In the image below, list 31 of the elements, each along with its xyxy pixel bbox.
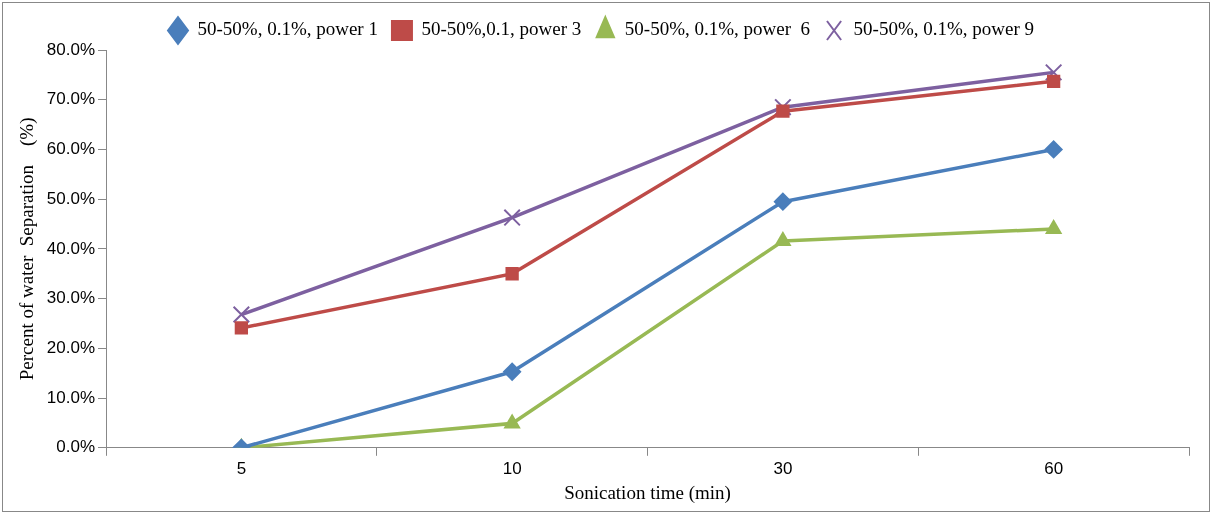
y-axis-title: Percent of water Separation (%) bbox=[16, 117, 39, 381]
point bbox=[234, 321, 249, 335]
point bbox=[503, 208, 521, 227]
y-tick-label: 70.0% bbox=[46, 89, 95, 109]
y-tick-label: 10.0% bbox=[46, 387, 95, 407]
point bbox=[1044, 63, 1063, 82]
point bbox=[504, 414, 521, 429]
point bbox=[776, 104, 790, 118]
x-tick-label: 5 bbox=[236, 458, 247, 478]
point bbox=[1045, 220, 1062, 235]
point bbox=[503, 362, 522, 381]
point bbox=[773, 192, 792, 211]
y-tick-label: 0.0% bbox=[56, 437, 95, 457]
point bbox=[505, 267, 519, 281]
point bbox=[1044, 140, 1063, 159]
legend-label: 50-50%, 0.1%, power 6 bbox=[624, 18, 811, 40]
y-tick-label: 40.0% bbox=[46, 238, 95, 258]
y-tick-label: 20.0% bbox=[46, 338, 95, 358]
legend-label: 50-50%, 0.1%, power 1 bbox=[197, 18, 378, 40]
x-tick-label: 30 bbox=[773, 458, 793, 478]
y-tick-label: 80.0% bbox=[46, 39, 95, 59]
legend-label: 50-50%, 0.1%, power 9 bbox=[853, 18, 1035, 40]
point bbox=[1046, 74, 1061, 88]
x-axis-title: Sonication time (min) bbox=[564, 481, 731, 504]
y-tick-label: 60.0% bbox=[46, 139, 95, 159]
point bbox=[232, 305, 251, 324]
x-tick-label: 10 bbox=[502, 458, 522, 478]
legend-label: 50-50%,0.1, power 3 bbox=[421, 18, 582, 40]
y-tick-label: 30.0% bbox=[46, 288, 95, 308]
x-tick-label: 60 bbox=[1044, 458, 1064, 478]
y-tick-label: 50.0% bbox=[46, 188, 95, 208]
